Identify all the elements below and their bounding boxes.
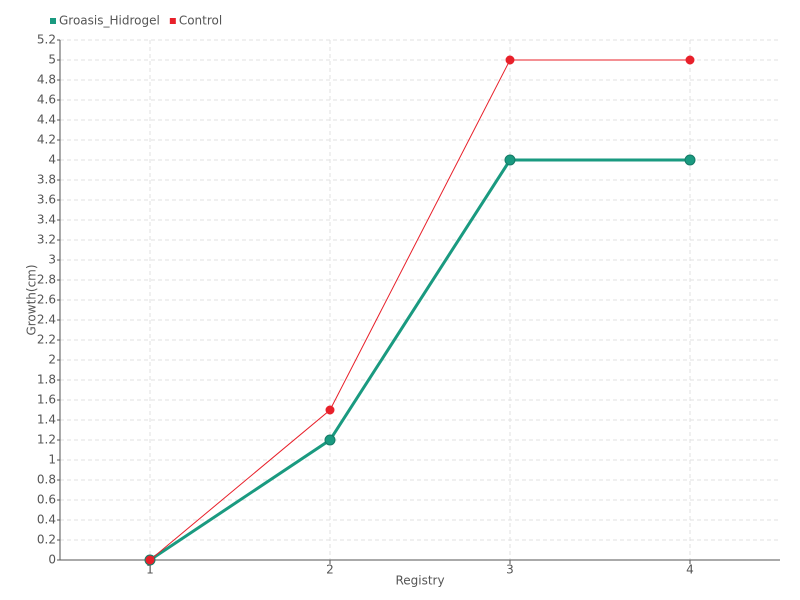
y-tick-label: 2.2 bbox=[37, 333, 56, 347]
y-tick-label: 1.8 bbox=[37, 373, 56, 387]
y-axis-label: Growth(cm) bbox=[25, 264, 39, 335]
series-line bbox=[149, 158, 690, 562]
y-tick-label: 0.2 bbox=[37, 533, 56, 547]
y-tick-label: 2 bbox=[48, 353, 56, 367]
x-tick-label: 2 bbox=[326, 563, 334, 577]
data-point bbox=[145, 555, 155, 565]
legend-label: Groasis_Hidrogel bbox=[59, 14, 160, 28]
y-tick-label: 4.2 bbox=[37, 133, 56, 147]
y-tick-label: 0.4 bbox=[37, 513, 56, 527]
y-tick-label: 3.8 bbox=[37, 173, 56, 187]
y-tick-label: 5 bbox=[48, 53, 56, 67]
y-tick-label: 1.6 bbox=[37, 393, 56, 407]
y-tick-label: 3.6 bbox=[37, 193, 56, 207]
y-tick-label: 2.6 bbox=[37, 293, 56, 307]
y-tick-label: 5.2 bbox=[37, 33, 56, 47]
legend-swatch bbox=[50, 18, 56, 24]
series-line bbox=[149, 59, 690, 561]
data-point bbox=[505, 55, 515, 65]
x-tick-label: 1 bbox=[146, 563, 154, 577]
y-tick-label: 3 bbox=[48, 253, 56, 267]
data-point bbox=[325, 405, 335, 415]
data-point bbox=[685, 55, 695, 65]
y-tick-label: 3.2 bbox=[37, 233, 56, 247]
y-tick-label: 4.6 bbox=[37, 93, 56, 107]
y-tick-label: 2.4 bbox=[37, 313, 56, 327]
x-axis-label: Registry bbox=[395, 574, 444, 588]
data-point bbox=[504, 154, 516, 166]
y-tick-label: 3.4 bbox=[37, 213, 56, 227]
y-tick-label: 0 bbox=[48, 553, 56, 567]
legend-swatch bbox=[169, 18, 176, 24]
y-tick-label: 1.4 bbox=[37, 413, 56, 427]
y-tick-label: 4.4 bbox=[37, 113, 56, 127]
y-tick-label: 1.2 bbox=[37, 433, 56, 447]
x-tick-label: 4 bbox=[686, 563, 694, 577]
legend-label: Control bbox=[179, 14, 222, 28]
y-tick-label: 1 bbox=[48, 453, 56, 467]
data-point bbox=[684, 154, 696, 166]
x-tick-label: 3 bbox=[506, 563, 514, 577]
data-point bbox=[324, 434, 336, 446]
y-tick-label: 4 bbox=[48, 153, 56, 167]
y-tick-label: 4.8 bbox=[37, 73, 56, 87]
y-tick-label: 2.8 bbox=[37, 273, 56, 287]
y-tick-label: 0.6 bbox=[37, 493, 56, 507]
y-tick-label: 0.8 bbox=[37, 473, 56, 487]
